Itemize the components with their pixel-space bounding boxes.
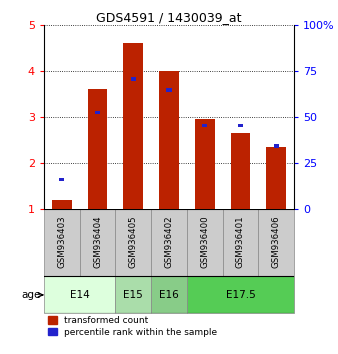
- Bar: [238, 124, 243, 127]
- Text: E14: E14: [70, 290, 90, 300]
- Text: GSM936400: GSM936400: [200, 215, 209, 268]
- Text: GSM936404: GSM936404: [93, 215, 102, 268]
- Bar: [202, 124, 207, 127]
- Text: E15: E15: [123, 290, 143, 300]
- Text: GSM936402: GSM936402: [165, 215, 173, 268]
- Bar: [187, 276, 294, 313]
- Bar: [52, 200, 72, 209]
- Bar: [123, 43, 143, 209]
- Text: E16: E16: [159, 290, 179, 300]
- Text: E17.5: E17.5: [225, 290, 255, 300]
- Bar: [80, 209, 115, 276]
- Text: age: age: [21, 290, 40, 300]
- Bar: [187, 209, 223, 276]
- Bar: [159, 71, 179, 209]
- Bar: [166, 88, 172, 92]
- Bar: [151, 276, 187, 313]
- Bar: [115, 209, 151, 276]
- Title: GDS4591 / 1430039_at: GDS4591 / 1430039_at: [96, 11, 242, 24]
- Bar: [44, 209, 80, 276]
- Bar: [231, 133, 250, 209]
- Bar: [44, 276, 115, 313]
- Bar: [151, 209, 187, 276]
- Text: GSM936405: GSM936405: [129, 215, 138, 268]
- Text: GSM936406: GSM936406: [272, 215, 281, 268]
- Legend: transformed count, percentile rank within the sample: transformed count, percentile rank withi…: [48, 316, 217, 337]
- Bar: [195, 119, 215, 209]
- Bar: [258, 209, 294, 276]
- Bar: [115, 276, 151, 313]
- Bar: [88, 89, 107, 209]
- Text: GSM936401: GSM936401: [236, 215, 245, 268]
- Bar: [266, 147, 286, 209]
- Text: GSM936403: GSM936403: [57, 215, 66, 268]
- Bar: [274, 144, 279, 148]
- Bar: [131, 77, 136, 81]
- Bar: [95, 110, 100, 114]
- Bar: [223, 209, 258, 276]
- Bar: [59, 177, 64, 181]
